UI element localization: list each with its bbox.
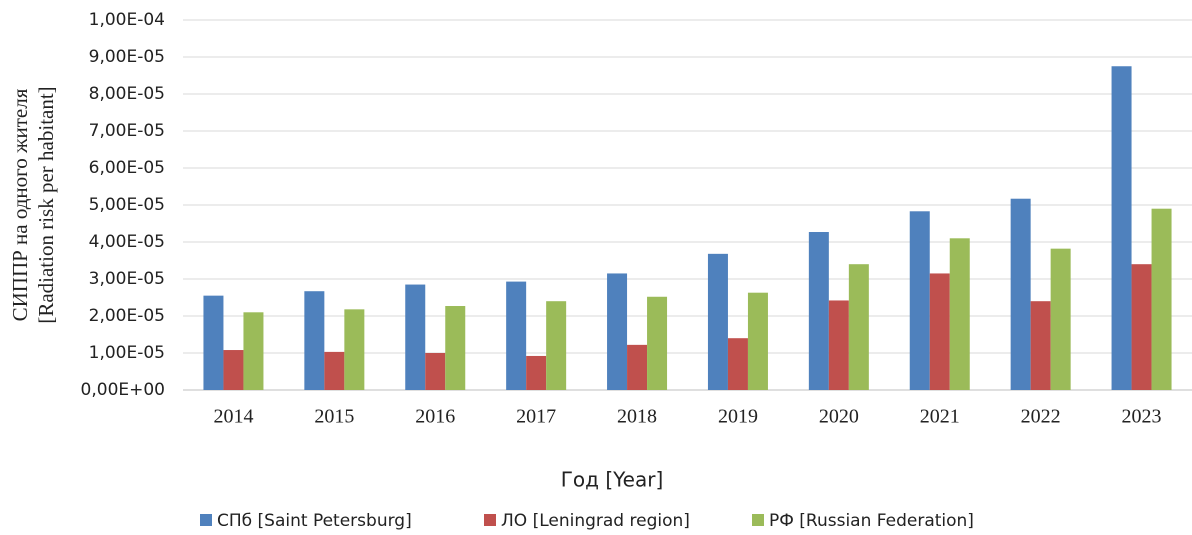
x-tick-label: 2021	[920, 406, 960, 428]
bar	[949, 238, 970, 390]
x-tick-label: 2017	[516, 406, 556, 428]
x-tick-label: 2020	[819, 406, 859, 428]
bar	[747, 292, 768, 390]
y-tick-label: 4,00E-05	[89, 232, 165, 252]
bar	[344, 309, 365, 390]
bar	[1131, 264, 1152, 390]
bar	[445, 306, 466, 390]
bar	[1050, 248, 1071, 390]
y-axis-label: [Radiation risk per habitant]	[34, 86, 58, 323]
bar	[828, 300, 849, 390]
legend-swatch	[200, 514, 212, 526]
y-tick-label: 3,00E-05	[89, 269, 165, 289]
bar	[727, 338, 748, 390]
y-tick-label: 0,00E+00	[81, 380, 165, 400]
bar	[808, 232, 829, 390]
x-tick-label: 2014	[213, 406, 253, 428]
legend-label: СПб [Saint Petersburg]	[217, 511, 412, 531]
bar	[546, 301, 567, 390]
y-tick-label: 9,00E-05	[89, 47, 165, 67]
bar	[707, 253, 728, 390]
y-tick-label: 1,00E-04	[89, 10, 165, 30]
bar	[425, 353, 446, 390]
bar	[627, 344, 648, 390]
bar	[647, 296, 668, 390]
y-tick-label: 8,00E-05	[89, 84, 165, 104]
bar	[1030, 301, 1051, 390]
bar	[405, 284, 426, 390]
bar	[1111, 66, 1132, 390]
y-tick-label: 7,00E-05	[89, 121, 165, 141]
y-tick-label: 5,00E-05	[89, 195, 165, 215]
legend-label: РФ [Russian Federation]	[769, 511, 974, 531]
y-tick-label: 6,00E-05	[89, 158, 165, 178]
x-tick-label: 2015	[314, 406, 354, 428]
x-tick-label: 2018	[617, 406, 657, 428]
bar	[223, 350, 244, 390]
bar	[243, 312, 264, 390]
bar	[1151, 208, 1172, 390]
x-tick-label: 2022	[1021, 406, 1061, 428]
bar	[909, 211, 930, 390]
bar	[324, 351, 345, 390]
bar	[526, 355, 547, 390]
x-tick-label: 2016	[415, 406, 455, 428]
bar	[304, 291, 325, 390]
y-tick-label: 1,00E-05	[89, 343, 165, 363]
bar	[848, 264, 869, 390]
x-tick-label: 2019	[718, 406, 758, 428]
bar	[506, 281, 527, 390]
bar	[1010, 198, 1031, 390]
bar	[929, 273, 950, 390]
legend-label: ЛО [Leningrad region]	[501, 511, 690, 531]
y-tick-label: 2,00E-05	[89, 306, 165, 326]
legend-swatch	[752, 514, 764, 526]
x-axis-label: Год [Year]	[561, 468, 664, 492]
legend-swatch	[484, 514, 496, 526]
x-tick-label: 2023	[1122, 406, 1162, 428]
bar	[607, 273, 628, 390]
y-axis-label: СИППР на одного жителя	[8, 88, 32, 321]
bar	[203, 295, 224, 390]
